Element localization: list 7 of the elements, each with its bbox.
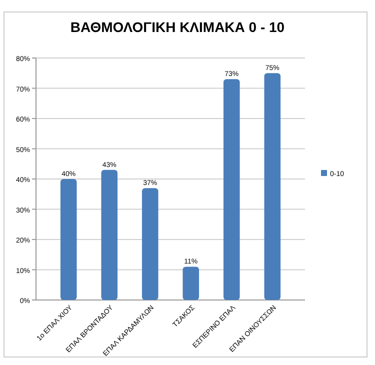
chart-title: ΒΑΘΜΟΛΟΓΙΚΗ ΚΛΙΜΑΚΑ 0 - 10 xyxy=(70,19,285,35)
bar xyxy=(60,179,77,300)
bar xyxy=(223,79,240,300)
bar xyxy=(101,170,118,300)
bar xyxy=(142,188,158,300)
bar xyxy=(182,266,200,300)
bar xyxy=(264,73,281,300)
